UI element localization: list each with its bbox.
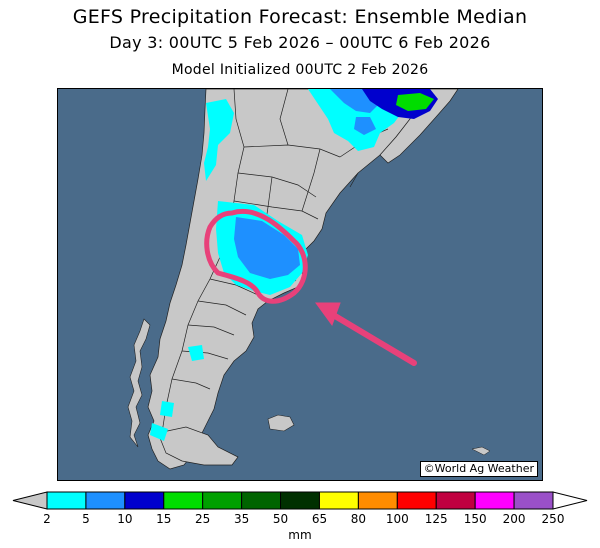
land-chile-fjords <box>127 318 151 448</box>
map-title: GEFS Precipitation Forecast: Ensemble Me… <box>72 6 528 28</box>
colorbar-swatch <box>396 491 437 510</box>
colorbar-tick-label: 25 <box>195 512 211 526</box>
model-init-time: Model Initialized 00UTC 2 Feb 2026 <box>171 62 429 78</box>
precip-15-25mm <box>396 93 434 111</box>
colorbar-tick-label: 10 <box>117 512 133 526</box>
map-canvas <box>58 89 542 480</box>
colorbar-swatch <box>241 491 282 510</box>
colorbar-swatch <box>474 491 515 510</box>
colorbar-under-arrow <box>12 491 48 510</box>
colorbar-swatch <box>202 491 243 510</box>
colorbar-swatch <box>124 491 165 510</box>
colorbar-tick-label: 50 <box>272 512 289 526</box>
colorbar-swatch <box>85 491 126 510</box>
land-falkland-islands <box>267 414 295 432</box>
colorbar-swatch <box>513 491 554 510</box>
annotation-arrow <box>315 302 417 366</box>
colorbar-tick-label: 5 <box>82 512 90 526</box>
colorbar-over-arrow <box>552 491 588 510</box>
colorbar-swatch <box>318 491 359 510</box>
colorbar-swatch <box>163 491 204 510</box>
land-tierra-del-fuego <box>157 426 239 466</box>
colorbar-tick-label: 2 <box>43 512 51 526</box>
colorbar-tick-label: 125 <box>424 512 448 526</box>
colorbar-tick-label: 65 <box>311 512 328 526</box>
colorbar-unit: mm <box>288 528 312 542</box>
colorbar-tick-label: 150 <box>463 512 487 526</box>
precip-5-10mm <box>234 89 380 279</box>
forecast-period: Day 3: 00UTC 5 Feb 2026 – 00UTC 6 Feb 20… <box>109 33 491 52</box>
colorbar-swatch <box>280 491 320 510</box>
colorbar-tick-label: 80 <box>350 512 367 526</box>
colorbar-tick-label: 100 <box>385 512 409 526</box>
colorbar-tick-label: 35 <box>233 512 250 526</box>
precipitation-map: ©World Ag Weather <box>57 88 543 481</box>
land-south-georgia <box>471 446 491 456</box>
colorbar <box>12 491 588 510</box>
colorbar-swatch <box>357 491 398 510</box>
credit-label: ©World Ag Weather <box>419 461 538 477</box>
colorbar-swatch <box>46 491 87 510</box>
colorbar-labels: 2 5 10 15 25 35 50 65 80 100 125 150 200 250 <box>0 512 600 528</box>
colorbar-tick-label: 200 <box>502 512 526 526</box>
colorbar-tick-label: 15 <box>156 512 172 526</box>
colorbar-tick-label: 250 <box>541 512 565 526</box>
highlight-loop <box>204 208 308 304</box>
colorbar-swatch <box>435 491 476 510</box>
